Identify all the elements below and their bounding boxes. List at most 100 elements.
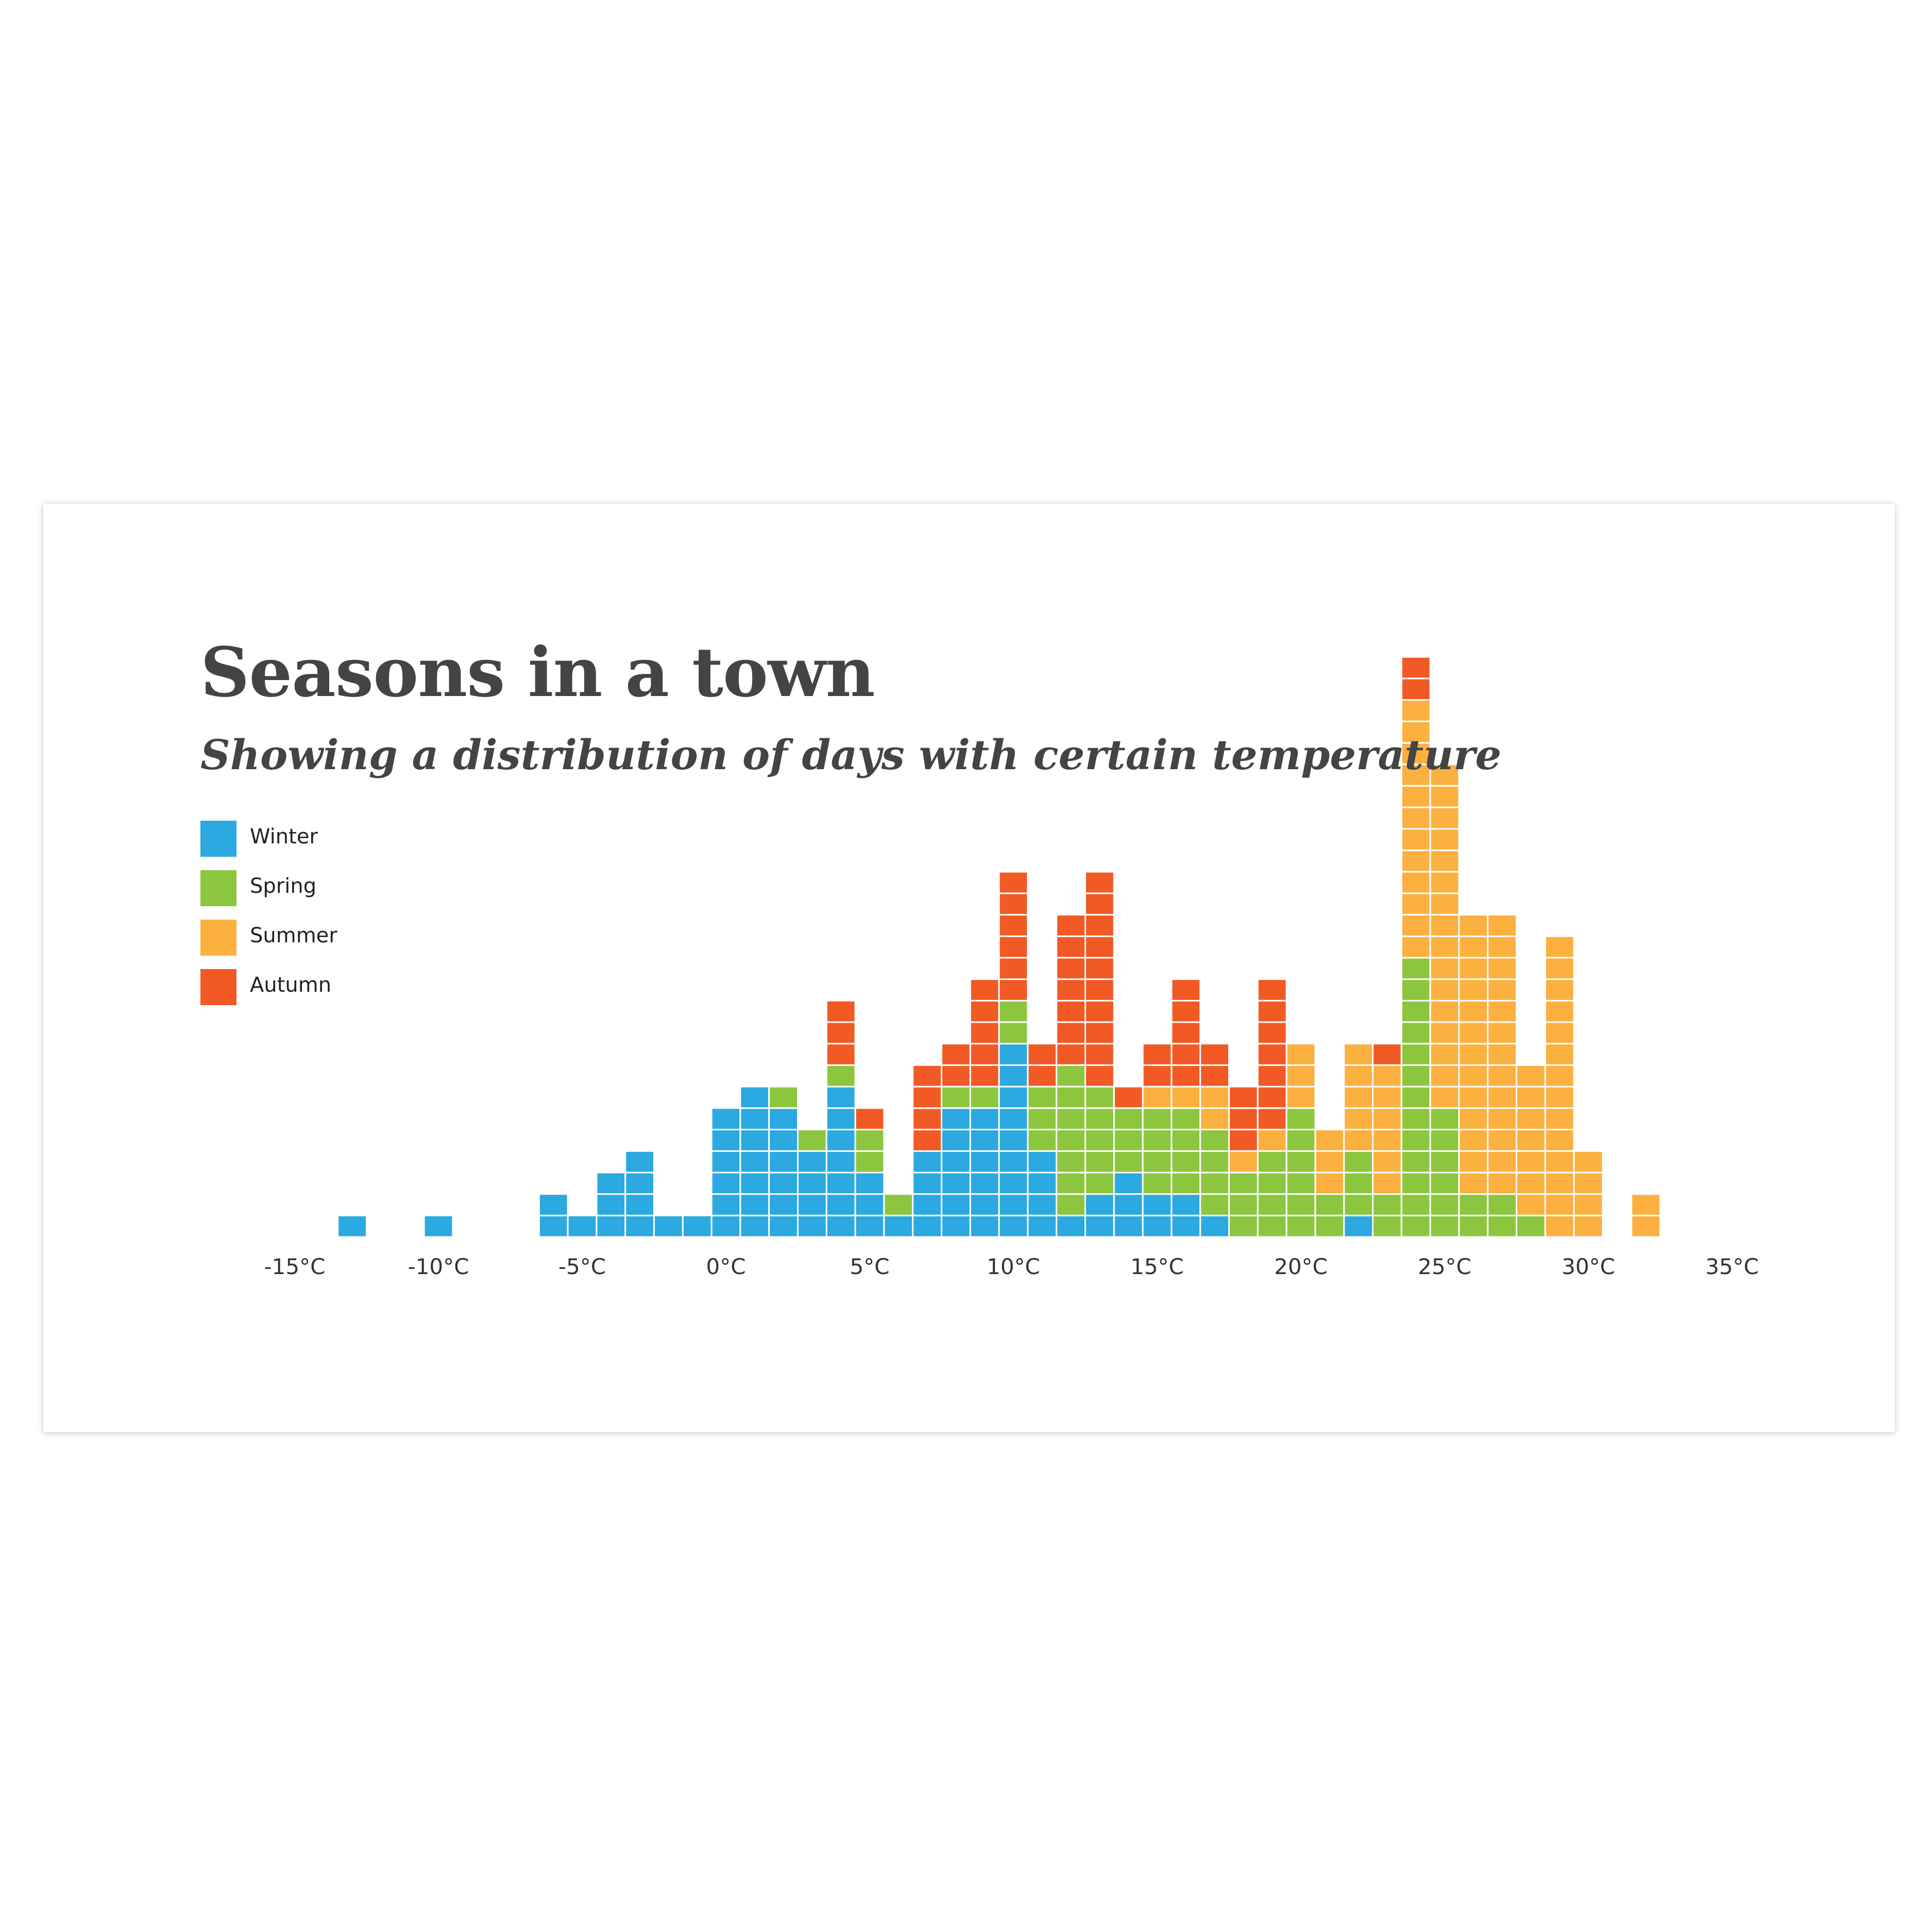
bar-cell-winter [710, 1193, 741, 1216]
bar-cell-winter [710, 1214, 741, 1238]
bar-cell-summer [1544, 935, 1575, 959]
bar-cell-summer [1429, 935, 1460, 959]
bar-cell-autumn [1084, 914, 1115, 937]
bar-cell-autumn [1084, 935, 1115, 959]
bar-cell-winter [1027, 1193, 1058, 1216]
bar-cell-spring [1084, 1086, 1115, 1109]
bar-cell-autumn [969, 999, 1000, 1023]
bar-cell-winter [998, 1193, 1029, 1216]
bar-cell-winter [1171, 1193, 1201, 1216]
bar-cell-summer [1400, 806, 1431, 830]
bar-cell-winter [739, 1172, 770, 1195]
bar-cell-autumn [998, 871, 1029, 894]
bar-cell-summer [1516, 1107, 1546, 1131]
bar-cell-spring [1228, 1193, 1259, 1216]
bar-cell-summer [1343, 1043, 1374, 1066]
bar-cell-summer [1487, 978, 1517, 1002]
legend-swatch-autumn [200, 969, 236, 1005]
bar-cell-winter [883, 1214, 914, 1238]
bar-cell-winter [854, 1172, 885, 1195]
legend-label-spring: Spring [250, 874, 317, 898]
bar-cell-autumn [1056, 914, 1086, 937]
bar-cell-winter [1113, 1193, 1144, 1216]
bar-cell-winter [825, 1172, 856, 1195]
bar-cell-summer [1372, 1107, 1402, 1131]
bar-cell-spring [1400, 1172, 1431, 1195]
bar-cell-summer [1142, 1086, 1173, 1109]
bar-cell-winter [797, 1214, 827, 1238]
bar-cell-autumn [1142, 1043, 1173, 1066]
bar-cell-autumn [1257, 1086, 1287, 1109]
bar-cell-summer [1400, 914, 1431, 937]
x-axis: -15°C -10°C -5°C 0°C 5°C 10°C 15°C 20°C 25°C 30°C… [264, 1254, 1759, 1279]
bar-cell-winter [998, 1172, 1029, 1195]
x-tick-label: 10°C [987, 1254, 1040, 1279]
bar-cell-summer [1487, 1043, 1517, 1066]
bar-cell-summer [1458, 1172, 1489, 1195]
bar-cell-spring [1171, 1172, 1201, 1195]
bar-cell-spring [1113, 1129, 1144, 1152]
bar-cell-spring [1056, 1086, 1086, 1109]
bar-cell-autumn [912, 1107, 942, 1131]
bar-cell-summer [1285, 1043, 1316, 1066]
bar-cell-winter [739, 1214, 770, 1238]
bar-cell-summer [1429, 785, 1460, 808]
bar-cell-autumn [1056, 999, 1086, 1023]
bar-cell-autumn [825, 1021, 856, 1045]
bar-cell-autumn [998, 892, 1029, 916]
bar-cell-autumn [969, 978, 1000, 1002]
bar-cell-summer [1400, 871, 1431, 894]
bar-cell-winter [596, 1193, 626, 1216]
bar-cell-summer [1372, 1064, 1402, 1088]
x-tick-label: -15°C [264, 1254, 326, 1279]
bar-cell-winter [797, 1172, 827, 1195]
bar-cell-summer [1429, 914, 1460, 937]
x-tick-label: 20°C [1274, 1254, 1328, 1279]
bar-cell-summer [1429, 764, 1460, 787]
bar-cell-spring [1171, 1129, 1201, 1152]
legend-swatch-winter [200, 821, 236, 857]
bar-cell-winter [912, 1172, 942, 1195]
bar-cell-summer [1544, 1107, 1575, 1131]
bar-cell-spring [1343, 1150, 1374, 1174]
bar-cell-winter [854, 1193, 885, 1216]
bar-cell-spring [1084, 1107, 1115, 1131]
bar-cell-spring [797, 1129, 827, 1152]
bar-cell-spring [1199, 1172, 1230, 1195]
bar-cell-spring [1429, 1214, 1460, 1238]
x-tick-label: 30°C [1562, 1254, 1615, 1279]
bar-cell-spring [1372, 1214, 1402, 1238]
x-tick-label: 35°C [1705, 1254, 1759, 1279]
bar-cell-autumn [969, 1021, 1000, 1045]
bar-cell-spring [1429, 1172, 1460, 1195]
bar-cell-spring [883, 1193, 914, 1216]
bar-cell-winter [825, 1086, 856, 1109]
bar-cell-autumn [1372, 1043, 1402, 1066]
bar-cell-winter [969, 1150, 1000, 1174]
bar-cell-autumn [1084, 978, 1115, 1002]
bar-cell-summer [1343, 1086, 1374, 1109]
bar-cell-winter [912, 1150, 942, 1174]
bar-cell-spring [1343, 1193, 1374, 1216]
bar-cell-summer [1544, 978, 1575, 1002]
bar-cell-summer [1487, 1021, 1517, 1045]
bar-cell-winter [969, 1129, 1000, 1152]
bar-cell-summer [1314, 1172, 1345, 1195]
bar-cell-autumn [1056, 1021, 1086, 1045]
bar-cell-spring [1142, 1172, 1173, 1195]
bar-cell-winter [941, 1129, 971, 1152]
bar-cell-autumn [1084, 957, 1115, 980]
bar-cell-summer [1516, 1193, 1546, 1216]
bar-cell-spring [854, 1150, 885, 1174]
bar-cell-autumn [1056, 978, 1086, 1002]
bar-cell-autumn [1257, 1064, 1287, 1088]
bar-cell-summer [1400, 742, 1431, 766]
bar-cell-summer [1314, 1129, 1345, 1152]
bar-cell-winter [825, 1129, 856, 1152]
bar-cell-summer [1429, 1021, 1460, 1045]
bar-cell-summer [1429, 871, 1460, 894]
bars-layer [337, 656, 1661, 1238]
bar-cell-spring [1285, 1193, 1316, 1216]
bar-cell-autumn [941, 1043, 971, 1066]
bar-cell-spring [1400, 1129, 1431, 1152]
